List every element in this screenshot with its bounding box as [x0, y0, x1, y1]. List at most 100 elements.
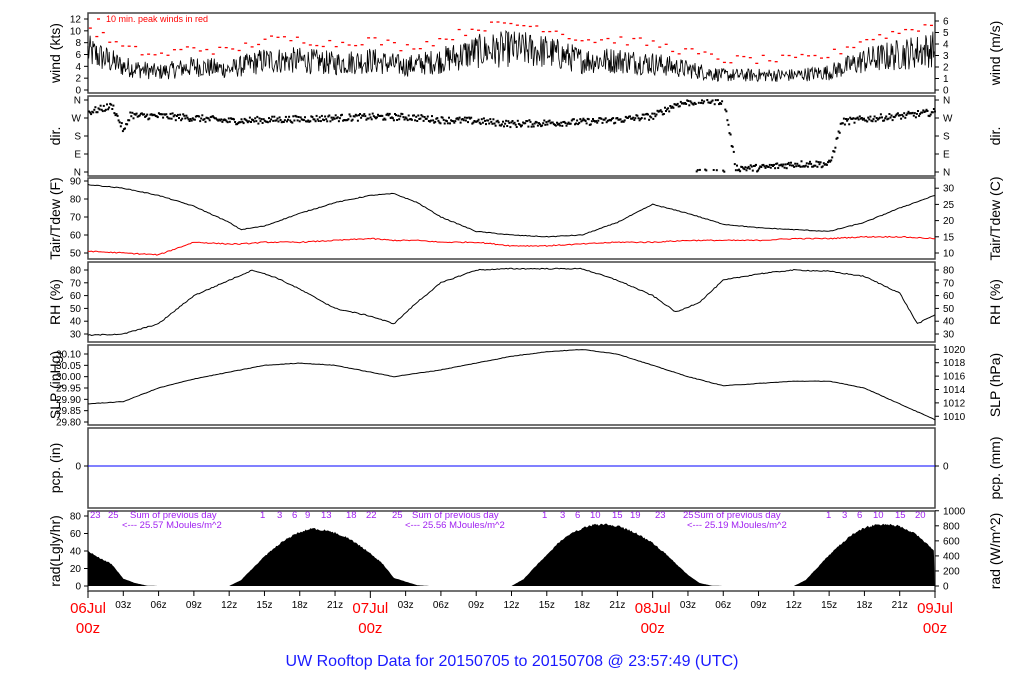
direction-point [810, 162, 813, 165]
direction-point [325, 118, 328, 121]
direction-point [619, 118, 622, 121]
direction-point [334, 114, 337, 117]
direction-point [392, 119, 395, 122]
direction-point [905, 114, 908, 116]
direction-point [215, 117, 217, 120]
direction-point [463, 116, 466, 119]
direction-point [176, 113, 179, 116]
direction-point [204, 120, 207, 123]
direction-point [190, 119, 193, 122]
direction-point [387, 114, 390, 117]
direction-point [870, 119, 873, 122]
direction-point [590, 120, 593, 123]
direction-point [498, 124, 501, 127]
radiation-sum-label: Sum of previous day [694, 510, 781, 521]
direction-point [875, 117, 878, 119]
direction-point [310, 115, 313, 118]
direction-point [276, 117, 279, 120]
direction-point [854, 117, 857, 120]
direction-point [89, 111, 92, 114]
direction-point [335, 117, 338, 120]
direction-point [278, 116, 281, 119]
rh-left-tick-label: 50 [70, 304, 82, 315]
direction-point [264, 120, 267, 123]
direction-point [308, 120, 311, 123]
direction-point [349, 115, 352, 118]
direction-point [598, 117, 601, 120]
direction-point [480, 118, 483, 121]
rad-right-tick-label: 200 [943, 566, 960, 577]
direction-point [648, 118, 651, 121]
air-temperature-line [87, 184, 936, 238]
direction-point [288, 115, 291, 118]
direction-point [238, 121, 241, 124]
direction-point [686, 99, 689, 102]
dir-right-tick-label: S [943, 132, 950, 143]
temp-left-tick-label: 70 [70, 213, 82, 224]
direction-point [866, 120, 869, 123]
direction-point [400, 112, 403, 115]
direction-point [504, 122, 507, 125]
direction-point [426, 115, 429, 118]
radiation-cumulative-mark: 6 [292, 510, 297, 521]
direction-point [608, 118, 611, 121]
direction-point [523, 122, 526, 125]
direction-point [670, 106, 673, 109]
direction-point [679, 100, 682, 103]
direction-point [172, 115, 175, 118]
direction-point [580, 120, 583, 123]
pcp-ylabel-left: pcp. (in) [47, 443, 63, 494]
time-tick-label: 03z [680, 600, 696, 611]
direction-point [552, 123, 555, 126]
direction-point [223, 118, 226, 121]
direction-point [560, 121, 563, 124]
direction-point [442, 118, 445, 121]
direction-point [808, 162, 810, 165]
direction-point [642, 113, 645, 116]
direction-point [838, 131, 841, 134]
direction-point [613, 122, 616, 125]
direction-point [829, 160, 832, 163]
direction-point [173, 114, 176, 117]
direction-point [394, 113, 396, 115]
rad-right-tick-label: 0 [943, 582, 949, 593]
direction-point [401, 113, 404, 116]
direction-point [145, 115, 148, 118]
direction-point [747, 165, 750, 168]
direction-point [783, 166, 786, 169]
direction-point [478, 121, 481, 124]
direction-point [169, 112, 172, 115]
direction-point [622, 120, 625, 123]
direction-point [476, 120, 479, 122]
direction-point [446, 122, 449, 125]
direction-point [316, 118, 319, 121]
direction-point [181, 117, 184, 120]
direction-point [750, 165, 753, 168]
temp-right-tick-label: 15 [943, 232, 955, 243]
dir-left-tick-label: N [74, 168, 81, 179]
slp-right-tick-label: 1010 [943, 412, 966, 423]
direction-point [390, 116, 393, 119]
direction-point [242, 122, 245, 125]
time-tick-label: 09z [186, 600, 202, 611]
direction-point [185, 114, 188, 117]
wind-left-tick-label: 6 [75, 50, 81, 61]
direction-point [712, 169, 715, 171]
direction-point [283, 119, 286, 122]
direction-point [329, 120, 332, 123]
direction-point [96, 111, 99, 114]
direction-point [510, 121, 513, 124]
direction-point [869, 115, 872, 118]
direction-point [570, 119, 573, 122]
direction-point [803, 165, 806, 168]
direction-point [931, 111, 934, 114]
direction-point [331, 118, 334, 121]
direction-point [768, 163, 771, 166]
direction-point [257, 122, 260, 125]
direction-point [610, 119, 612, 122]
direction-point [532, 125, 535, 128]
direction-point [182, 113, 185, 116]
direction-point [489, 118, 492, 121]
direction-point [341, 113, 343, 116]
direction-point [554, 124, 557, 127]
